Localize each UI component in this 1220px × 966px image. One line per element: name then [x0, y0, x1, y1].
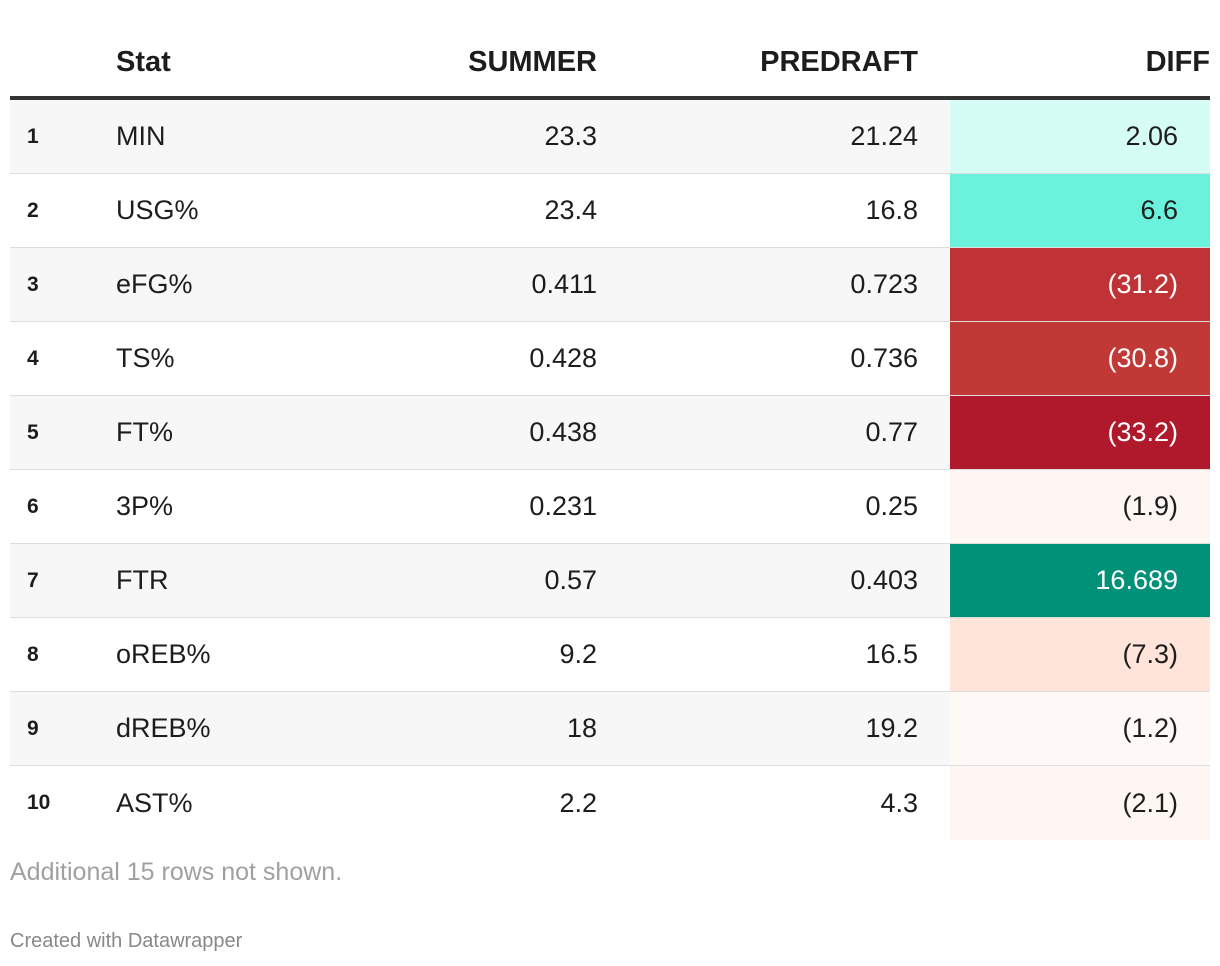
- predraft-cell: 4.3: [880, 787, 918, 818]
- header-stat[interactable]: Stat: [116, 45, 171, 78]
- rank-cell: 2: [27, 198, 39, 222]
- gap-cell: [918, 618, 950, 691]
- header-rank: [10, 28, 116, 96]
- gap-cell: [918, 692, 950, 765]
- table-row: 7 FTR 0.57 0.403 16.689: [10, 544, 1210, 618]
- stat-cell: USG%: [116, 195, 199, 225]
- summer-cell: 0.411: [531, 269, 597, 299]
- header-summer[interactable]: SUMMER: [468, 45, 597, 78]
- stat-cell: AST%: [116, 787, 193, 818]
- header-gap: [918, 28, 950, 96]
- predraft-cell: 0.736: [850, 343, 918, 373]
- table-row: 4 TS% 0.428 0.736 (30.8): [10, 322, 1210, 396]
- data-table: Stat SUMMER PREDRAFT DIFF 1 MIN 23.3 21.24 2…: [10, 28, 1210, 840]
- predraft-cell: 0.25: [865, 491, 918, 521]
- stat-cell: 3P%: [116, 491, 174, 521]
- gap-cell: [918, 470, 950, 543]
- table-row: 2 USG% 23.4 16.8 6.6: [10, 174, 1210, 248]
- table-row: 6 3P% 0.231 0.25 (1.9): [10, 470, 1210, 544]
- table-row: 9 dREB% 18 19.2 (1.2): [10, 692, 1210, 766]
- diff-cell: 6.6: [950, 174, 1210, 247]
- predraft-cell: 21.24: [850, 121, 918, 151]
- predraft-cell: 16.5: [865, 639, 918, 669]
- summer-cell: 23.4: [544, 195, 597, 225]
- predraft-cell: 0.403: [850, 565, 918, 595]
- rank-cell: 3: [27, 272, 39, 296]
- diff-cell: (7.3): [950, 618, 1210, 691]
- summer-cell: 0.231: [529, 491, 597, 521]
- table-row: 5 FT% 0.438 0.77 (33.2): [10, 396, 1210, 470]
- predraft-cell: 16.8: [865, 195, 918, 225]
- rank-cell: 5: [27, 420, 39, 444]
- summer-cell: 0.428: [529, 343, 597, 373]
- gap-cell: [918, 100, 950, 173]
- table-row: 1 MIN 23.3 21.24 2.06: [10, 100, 1210, 174]
- diff-cell: (1.9): [950, 470, 1210, 543]
- gap-cell: [918, 766, 950, 840]
- summer-cell: 23.3: [544, 121, 597, 151]
- stat-cell: FT%: [116, 417, 173, 447]
- table-row: 10 AST% 2.2 4.3 (2.1): [10, 766, 1210, 840]
- rank-cell: 8: [27, 642, 39, 666]
- rank-cell: 10: [27, 791, 51, 814]
- summer-cell: 2.2: [559, 787, 597, 818]
- table-header: Stat SUMMER PREDRAFT DIFF: [10, 28, 1210, 100]
- stat-cell: oREB%: [116, 639, 211, 669]
- rank-cell: 9: [27, 716, 39, 740]
- diff-cell: (30.8): [950, 322, 1210, 395]
- stat-cell: TS%: [116, 343, 175, 373]
- stat-cell: MIN: [116, 121, 166, 151]
- rank-cell: 7: [27, 568, 39, 592]
- gap-cell: [918, 544, 950, 617]
- rank-cell: 6: [27, 494, 39, 518]
- diff-cell: (33.2): [950, 396, 1210, 469]
- predraft-cell: 19.2: [865, 713, 918, 743]
- diff-cell: 2.06: [950, 100, 1210, 173]
- diff-cell: 16.689: [950, 544, 1210, 617]
- header-diff[interactable]: DIFF: [1145, 45, 1210, 78]
- gap-cell: [918, 174, 950, 247]
- stat-cell: eFG%: [116, 269, 193, 299]
- diff-cell: (31.2): [950, 248, 1210, 321]
- rows-not-shown-note: Additional 15 rows not shown.: [10, 858, 343, 886]
- header-predraft[interactable]: PREDRAFT: [760, 45, 918, 78]
- gap-cell: [918, 248, 950, 321]
- diff-cell: (2.1): [950, 766, 1210, 840]
- stat-cell: FTR: [116, 565, 169, 595]
- predraft-cell: 0.77: [865, 417, 918, 447]
- gap-cell: [918, 396, 950, 469]
- diff-cell: (1.2): [950, 692, 1210, 765]
- summer-cell: 18: [566, 713, 597, 743]
- gap-cell: [918, 322, 950, 395]
- table-body: 1 MIN 23.3 21.24 2.06 2 USG% 23.4 16.8 6.6 3 eFG% 0.…: [10, 100, 1210, 840]
- predraft-cell: 0.723: [850, 269, 918, 299]
- summer-cell: 9.2: [559, 639, 597, 669]
- rank-cell: 4: [27, 346, 39, 370]
- table-row: 8 oREB% 9.2 16.5 (7.3): [10, 618, 1210, 692]
- summer-cell: 0.57: [544, 565, 597, 595]
- stat-cell: dREB%: [116, 713, 211, 743]
- table-row: 3 eFG% 0.411 0.723 (31.2): [10, 248, 1210, 322]
- summer-cell: 0.438: [529, 417, 597, 447]
- rank-cell: 1: [27, 124, 39, 148]
- datawrapper-credit[interactable]: Created with Datawrapper: [10, 930, 243, 952]
